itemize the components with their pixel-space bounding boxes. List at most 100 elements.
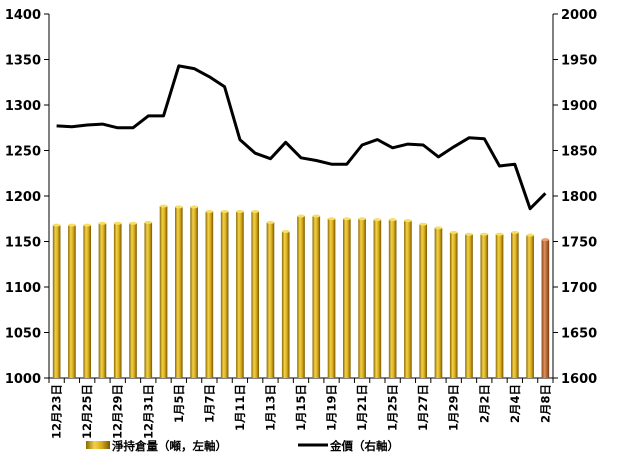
x-tick-label: 1月29日	[447, 384, 461, 431]
legend-label-gold-price: 金價（右軸）	[329, 439, 399, 453]
left-tick-label: 1350	[5, 54, 41, 69]
bar	[404, 220, 412, 378]
bar-cap	[465, 232, 473, 236]
bar-cap	[526, 233, 534, 237]
legend-label-net-holdings: 淨持倉量（噸，左軸）	[112, 439, 227, 453]
legend-swatch-bar	[86, 441, 110, 449]
bar-cap	[327, 217, 336, 221]
bar-series-net-holdings	[52, 204, 550, 378]
bar	[98, 223, 107, 378]
bar	[83, 225, 91, 378]
bar	[236, 211, 244, 378]
bar-cap	[541, 238, 550, 242]
bar	[388, 219, 397, 378]
bar	[343, 218, 351, 378]
bar-cap	[52, 223, 61, 227]
bar-cap	[419, 222, 427, 226]
left-tick-label: 1100	[5, 281, 41, 296]
bar	[175, 206, 183, 378]
left-tick-label: 1200	[5, 190, 41, 205]
bar	[129, 223, 137, 378]
bar	[68, 225, 76, 378]
bar-cap	[266, 220, 275, 224]
x-tick-label: 1月11日	[233, 384, 247, 431]
bar-cap	[144, 220, 153, 224]
bar-cap	[113, 221, 122, 225]
x-axis: 12月23日 12月25日 12月29日 12月31日 1月5日 1月7日 1月11日 1月1…	[48, 378, 554, 439]
bar-cap	[83, 223, 91, 227]
left-tick-label: 1150	[5, 236, 41, 251]
bar	[281, 231, 290, 378]
bar	[113, 223, 122, 378]
right-tick-label: 1700	[561, 281, 597, 296]
right-tick-label: 1800	[561, 190, 597, 205]
bar-cap	[98, 221, 107, 225]
right-tick-label: 2000	[561, 8, 597, 23]
x-tick-label: 1月19日	[325, 384, 339, 431]
x-tick-label: 12月25日	[80, 384, 94, 439]
left-tick-label: 1300	[5, 99, 41, 114]
x-tick-label: 1月27日	[416, 384, 430, 431]
legend: 淨持倉量（噸，左軸） 金價（右軸）	[86, 439, 399, 453]
left-tick-label: 1050	[5, 327, 41, 342]
line-series-gold-price	[56, 64, 547, 211]
bar-cap	[388, 218, 397, 222]
x-tick-label: 12月23日	[50, 384, 64, 439]
bar	[541, 239, 550, 378]
right-tick-label: 1600	[561, 372, 597, 387]
bar	[434, 227, 443, 378]
legend-item-net-holdings: 淨持倉量（噸，左軸）	[86, 439, 227, 453]
bar	[251, 211, 259, 378]
left-tick-label: 1250	[5, 145, 41, 160]
bar-cap	[511, 230, 519, 234]
bar-cap	[281, 229, 290, 233]
bar	[526, 235, 534, 378]
bar	[419, 224, 427, 378]
left-y-axis: 1000 1050 1100 1150 1200 1250 1300 1350 1400	[5, 8, 49, 387]
bar-cap	[495, 232, 504, 236]
x-tick-label: 1月21日	[355, 384, 369, 431]
bar	[205, 211, 214, 378]
bar	[327, 218, 336, 378]
x-tick-label: 2月8日	[538, 384, 552, 423]
right-tick-label: 1650	[561, 327, 597, 342]
bar-cap	[220, 209, 229, 213]
bar	[297, 216, 305, 378]
bar	[266, 222, 275, 378]
bar-cap	[480, 232, 489, 236]
bar-cap	[129, 221, 137, 225]
bar	[373, 219, 382, 378]
x-tick-label: 12月29日	[111, 384, 125, 439]
bar	[511, 232, 519, 378]
x-tick-label: 1月7日	[202, 384, 216, 423]
legend-item-gold-price: 金價（右軸）	[298, 439, 399, 453]
x-tick-label: 12月31日	[141, 384, 155, 439]
bar	[52, 225, 61, 378]
bar-cap	[343, 217, 351, 221]
bar	[159, 206, 168, 378]
bar	[480, 234, 489, 378]
x-tick-label: 2月2日	[477, 384, 491, 423]
left-tick-label: 1000	[5, 372, 41, 387]
x-tick-label: 2月4日	[508, 384, 522, 423]
bar-cap	[358, 217, 366, 221]
right-tick-label: 1950	[561, 54, 597, 69]
bar	[190, 206, 198, 378]
left-tick-label: 1400	[5, 8, 41, 23]
bar-cap	[434, 226, 443, 230]
x-tick-label: 1月15日	[294, 384, 308, 431]
bar	[465, 234, 473, 378]
bar-cap	[159, 204, 168, 208]
x-tick-label: 1月13日	[263, 384, 277, 431]
bar	[144, 222, 153, 378]
bar	[495, 234, 504, 378]
bar-cap	[251, 209, 259, 213]
bar-cap	[175, 205, 183, 209]
bar-cap	[312, 214, 321, 218]
bar-cap	[205, 209, 214, 213]
right-tick-label: 1750	[561, 236, 597, 251]
gold-price-line	[56, 64, 547, 211]
bar-cap	[404, 219, 412, 223]
bar-cap	[236, 209, 244, 213]
